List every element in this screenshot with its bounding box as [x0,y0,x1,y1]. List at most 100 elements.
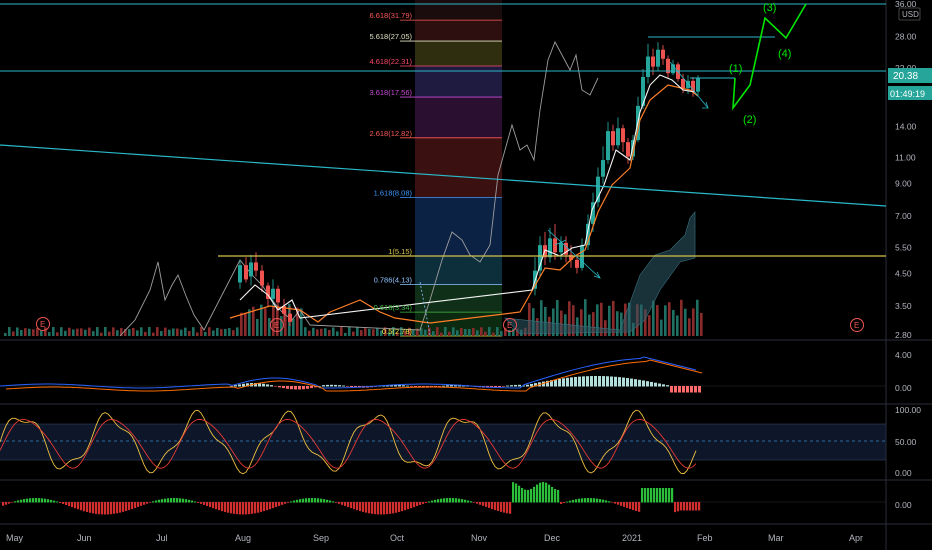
volume-bar [460,328,463,336]
sma-line [119,40,599,337]
osc-hist-bar [521,488,524,503]
osc-hist-bar [338,502,341,504]
osc-hist-bar [479,502,482,505]
osc-hist-bar [332,501,335,503]
osc-hist-bar [98,502,101,515]
osc-hist-bar [587,498,590,503]
osc-hist-bar [569,500,572,503]
osc-hist-bar [47,499,50,503]
osc-hist-bar [395,502,398,513]
signal-line [5,359,703,392]
currency-box[interactable] [898,7,921,21]
osc-hist-bar [65,502,68,506]
macd-hist-bar [630,378,633,387]
osc-hist-bar [23,499,26,503]
macd-hist-bar [262,383,265,387]
osc-hist-bar [611,502,614,503]
macd-hist-bar [658,383,661,387]
volume-bar [404,330,407,336]
elliott-wave-projection[interactable] [732,3,807,111]
osc-hist-bar [674,502,677,513]
macd-hist-bar [698,386,701,393]
fib-label: 1.618(8.08) [374,189,413,198]
macd-hist-bar [310,386,313,389]
volume-bar [412,329,415,336]
volume-bar [72,329,75,336]
fib-zone [415,137,502,198]
osc-hist-bar [683,502,686,511]
osc-hist-bar [269,502,272,510]
osc-hist-bar [104,502,107,515]
osc-hist-bar [377,502,380,515]
osc-hist-bar [641,488,644,503]
macd-hist-bar [614,376,617,387]
volume-bar [148,327,151,336]
candle-body [538,245,542,271]
osc-hist-bar [170,498,173,503]
macd-hist-bar [590,376,593,387]
x-tick-label: Jul [156,533,168,543]
osc-hist-bar [431,500,434,503]
osc-hist-bar [551,486,554,503]
macd-hist-bar [570,377,573,387]
osc-hist-bar [257,502,260,513]
fib-label: 0.5(2.78) [382,327,413,336]
volume-bar [28,328,31,336]
macd-hist-bar [686,386,689,393]
macd-hist-bar [286,386,289,389]
osc-hist-bar [185,499,188,503]
candle-body [661,49,665,59]
osc-hist-bar [320,498,323,503]
volume-bar [424,329,427,336]
osc-hist-bar [167,498,170,503]
osc-hist-bar [512,482,515,503]
volume-bar [488,327,491,336]
volume-bar [540,300,543,336]
volume-bar [308,330,311,336]
osc-hist-bar [362,502,365,512]
volume-bar [136,330,139,336]
osc-hist-bar [389,502,392,514]
volume-bar [272,306,275,336]
volume-bar [664,305,667,336]
macd-hist-bar [398,384,401,387]
osc-hist-bar [596,498,599,503]
osc-hist-bar [347,502,350,508]
macd-hist-bar [650,381,653,387]
volume-bar [172,328,175,336]
volume-bar [224,328,227,336]
candle-body [575,259,579,268]
y-tick-label: 0.00 [895,500,912,510]
macd-hist-bar [342,385,345,387]
osc-hist-bar [626,502,629,508]
osc-hist-bar [128,502,131,511]
volume-bar [580,309,583,336]
osc-hist-bar [2,502,5,506]
volume-bar [608,305,611,336]
osc-hist-bar [242,502,245,515]
earnings-markers[interactable]: E E E E [36,317,864,332]
macd-hist-bar [598,376,601,387]
osc-hist-bar [545,482,548,503]
macd-hist-bar [298,386,301,390]
osc-hist-bar [92,502,95,514]
macd-hist-bar [326,384,329,387]
earnings-marker-aug: E [274,321,279,330]
macd-hist-bar [618,377,621,387]
x-tick-label: Aug [235,533,251,543]
osc-hist-bar [644,488,647,503]
macd-hist-bar [282,386,285,389]
x-axis[interactable]: May Jun Jul Aug Sep Oct Nov Dec 2021 Feb Mar Apr [6,533,863,543]
candle-body [276,288,280,303]
volume-bar [144,331,147,336]
macd-hist-bar [242,383,245,387]
volume-bar [400,327,403,336]
osc-hist-bar [50,499,53,503]
candle-body [591,202,595,224]
osc-hist-bar [116,502,119,514]
volume-bar [40,330,43,336]
osc-hist-bar [281,502,284,505]
trend-line[interactable] [0,144,887,207]
osc-hist-bar [677,502,680,512]
